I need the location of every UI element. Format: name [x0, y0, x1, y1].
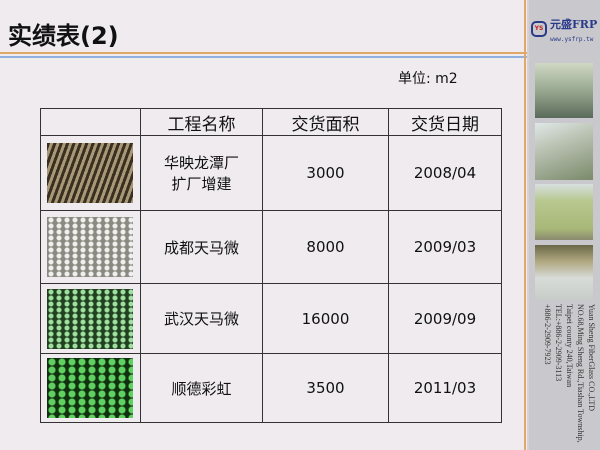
project-photo [47, 358, 133, 418]
logo-mark-icon: YS [531, 21, 547, 37]
project-name: 顺德彩虹 [140, 353, 263, 423]
divider-orange [0, 52, 528, 54]
header-area: 交货面积 [262, 108, 389, 136]
area-cell: 3500 [262, 353, 389, 423]
table-row: 武汉天马微 16000 2009/09 [40, 283, 502, 354]
side-photo-floor [535, 245, 593, 300]
side-photo-tanks [535, 184, 593, 240]
project-photo [47, 288, 133, 349]
table-row: 华映龙潭厂扩厂增建 3000 2008/04 [40, 135, 502, 211]
side-photo-structure [535, 63, 593, 118]
date-cell: 2008/04 [388, 135, 502, 211]
logo-name: 元盛FRP [550, 18, 598, 31]
address-line: Taipei county 240,Taiwan [565, 304, 574, 388]
company-logo: YS 元盛FRP www.ysfrp.tw [531, 18, 600, 48]
project-name: 华映龙潭厂 [163, 154, 239, 172]
divider-blue [0, 56, 528, 58]
date-cell: 2011/03 [388, 353, 502, 423]
header-date: 交货日期 [388, 108, 502, 136]
side-divider [524, 0, 526, 450]
date-cell: 2009/03 [388, 210, 502, 284]
project-name: 武汉天马微 [140, 283, 263, 354]
address-line: NO.68,Ming Sheng Rd.,Tiashan Township, [576, 304, 585, 443]
slide-title: 实绩表(2) [8, 22, 119, 50]
table-header: 工程名称 交货面积 交货日期 [40, 108, 502, 136]
header-photo [40, 108, 141, 136]
project-name: 成都天马微 [140, 210, 263, 284]
project-photo [47, 217, 133, 277]
results-table: 工程名称 交货面积 交货日期 华映龙潭厂扩厂增建 3000 2008/04 成都… [40, 108, 502, 423]
area-cell: 3000 [262, 135, 389, 211]
address-line: +886-2-2909-7923 [543, 304, 552, 365]
table-row: 顺德彩虹 3500 2011/03 [40, 353, 502, 423]
address-line: Yuan Sheng FiberGlass CO.,LTD [587, 304, 596, 412]
side-divider-light [527, 0, 529, 450]
area-cell: 8000 [262, 210, 389, 284]
table-row: 成都天马微 8000 2009/03 [40, 210, 502, 284]
unit-label: 单位: m2 [398, 71, 458, 87]
project-photo [47, 143, 133, 203]
address-line: TEL:+886-2-2909-3113 [554, 304, 563, 382]
side-photo-tank [535, 123, 593, 180]
header-project: 工程名称 [140, 108, 263, 136]
logo-url: www.ysfrp.tw [550, 36, 594, 43]
date-cell: 2009/09 [388, 283, 502, 354]
project-name-line2: 扩厂增建 [171, 175, 232, 193]
company-address: Yuan Sheng FiberGlass CO.,LTD NO.68,Ming… [542, 304, 597, 450]
area-cell: 16000 [262, 283, 389, 354]
